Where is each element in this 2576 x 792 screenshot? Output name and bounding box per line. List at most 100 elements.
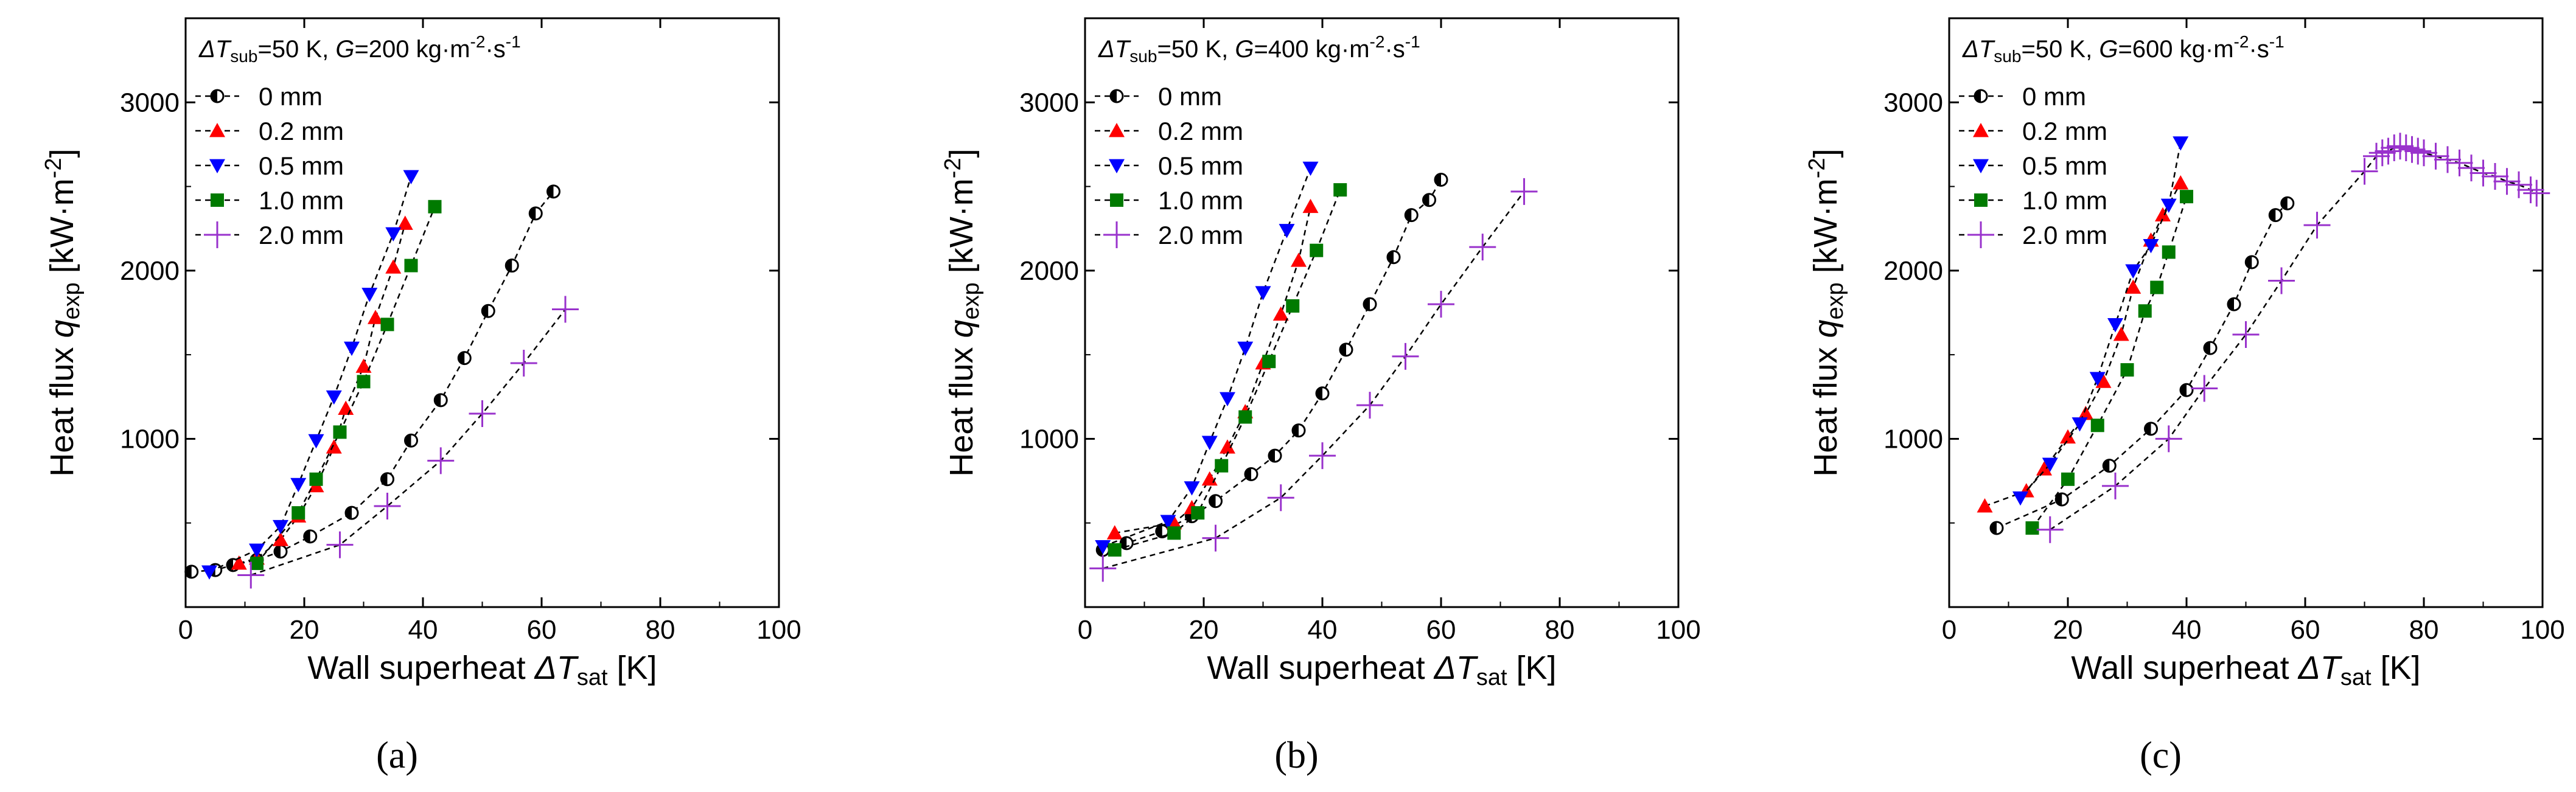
data-point [303,529,318,544]
series-0-2-mm [231,215,413,570]
legend-label: 0.5 mm [259,151,344,180]
data-point [1184,481,1200,496]
legend-label: 2.0 mm [2022,221,2107,249]
data-point [1428,291,1454,318]
data-point [2173,136,2189,151]
series-0-5-mm [2012,136,2189,506]
data-point [2392,134,2420,161]
y-tick-label: 1000 [120,424,180,454]
data-point [1268,448,1282,463]
x-axis-label: Wall superheat ΔTsat [K] [2071,650,2420,690]
chart-panel-2: 0 20 40 60 80 100 1000 2000 3000 ΔTsub=50 K, G=40… [940,17,1701,776]
data-point [326,531,354,558]
series-2-0-mm [2036,133,2550,543]
data-point [2482,162,2508,190]
y-tick-label: 1000 [1019,424,1079,454]
data-point [231,555,247,570]
x-tick-label: 20 [290,615,319,645]
legend-marker [1974,193,1988,207]
series-0-2-mm [1106,198,1319,540]
series-line [239,223,406,564]
data-point [385,227,402,242]
series-0-mm [1095,173,1448,557]
legend: 0 mm 0.2 mm 0.5 mm 1.0 mm 2.0 mm [1095,82,1243,249]
legend-label: 0.5 mm [1158,151,1243,180]
data-point [433,393,448,408]
chart-title: ΔTsub=50 K, G=600 kg·m-2·s-1 [1962,32,2285,66]
x-axis-label: Wall superheat ΔTsat [K] [1207,650,1556,690]
data-point [333,425,347,439]
data-point [1363,297,1377,311]
data-point [1302,198,1319,214]
data-point [2470,159,2497,187]
data-point [1989,521,2004,535]
data-point [309,472,323,486]
series-line [2020,142,2182,499]
data-point [404,433,418,448]
legend-marker [204,221,231,248]
data-point [2493,168,2521,195]
data-point [2025,521,2039,535]
data-point [403,170,419,184]
legend-label: 0 mm [2022,82,2086,111]
legend: 0 mm 0.2 mm 0.5 mm 1.0 mm 2.0 mm [1959,82,2107,249]
data-point [1315,386,1330,401]
y-axis-label: Heat flux qexp [kW·m-2] [41,148,85,476]
data-point [2268,208,2283,223]
x-tick-label: 0 [1078,615,1092,645]
data-point [2107,318,2123,333]
data-point [2125,279,2141,294]
x-tick-label: 0 [1942,615,1956,645]
legend-marker [209,159,225,173]
data-point [201,565,217,580]
data-point [2375,137,2402,165]
data-point [1267,484,1294,512]
data-point [1392,342,1419,370]
x-tick-label: 80 [2409,615,2439,645]
data-point [374,493,401,520]
data-point [1108,543,1122,557]
data-point [2173,175,2189,190]
series-line [1114,206,1311,534]
data-point [385,259,402,274]
series-1-0-mm [1108,183,1347,557]
legend: 0 mm 0.2 mm 0.5 mm 1.0 mm 2.0 mm [195,82,344,249]
data-point [1272,306,1289,321]
y-tick-label: 3000 [1883,88,1943,117]
data-point [2368,139,2396,167]
data-point [368,310,383,324]
data-point [1262,355,1276,369]
series-line [1996,203,2288,529]
data-point [355,358,372,373]
series-0-5-mm [1095,161,1319,555]
legend-label: 0.2 mm [1158,117,1243,145]
data-point [2125,264,2141,279]
data-point [380,472,394,487]
series-line [191,191,554,573]
data-point [2517,176,2544,204]
legend-label: 1.0 mm [2022,186,2107,215]
series-0-mm [1989,196,2295,535]
legend-label: 1.0 mm [1158,186,1243,215]
data-point [1255,286,1271,300]
data-point [2095,373,2112,388]
data-point [1167,526,1181,540]
data-point [1191,506,1205,520]
data-point [1279,224,1295,238]
data-point [510,349,537,377]
data-point [2036,461,2052,476]
data-point [2404,137,2432,165]
data-point [344,505,359,520]
x-tick-label: 100 [1656,615,1700,645]
data-point [1089,555,1117,582]
data-point [1469,234,1496,261]
x-tick-label: 80 [1545,615,1575,645]
data-point [1119,536,1134,551]
data-point [1215,459,1229,473]
data-point [2090,419,2104,432]
data-point [1434,173,1448,187]
data-point [1291,423,1306,438]
data-point [1160,515,1176,529]
data-point [2244,255,2259,269]
x-tick-label: 40 [408,615,438,645]
